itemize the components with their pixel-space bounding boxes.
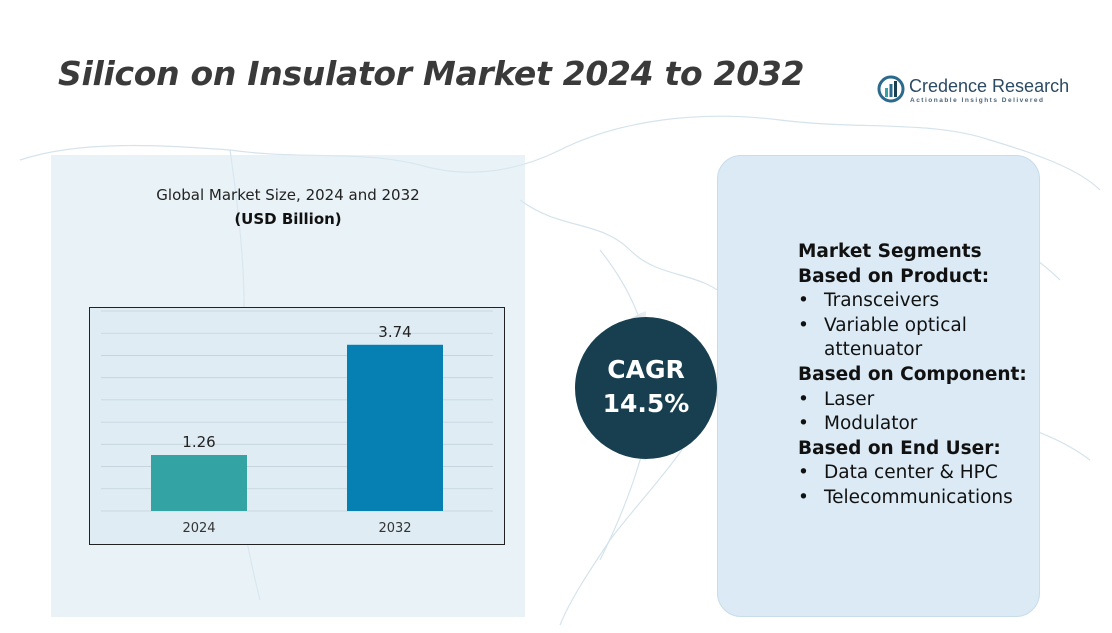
list-item: • Laser [798,388,1098,413]
bar-chart: 1.26 3.74 2024 2032 [89,307,505,545]
bars [151,344,443,511]
x-tick-label: 2024 [182,521,215,536]
cagr-value: 14.5% [602,389,690,418]
segment-item: Modulator [824,413,918,435]
cagr-badge: CAGR 14.5% [575,317,717,459]
segment-item: Telecommunications [824,486,1013,508]
segment-group-title: Based on Component: [798,363,1027,385]
segment-group-title: Based on Product: [798,265,990,287]
bullet-icon: • [798,290,809,312]
segments-heading: Market Segments [798,241,982,262]
data-label: 3.74 [378,323,411,341]
segment-list: • Laser • Modulator [798,388,1098,437]
segment-item: Transceivers [824,290,940,312]
segments-panel [717,155,1040,617]
chart-unit-label: (USD Billion) [234,210,342,228]
data-label: 1.26 [182,433,215,451]
segment-item: Variable optical attenuator [824,314,967,361]
bar-2032 [347,344,443,511]
bar-2024 [151,455,247,511]
x-tick-label: 2032 [378,521,411,536]
page-title: Silicon on Insulator Market 2024 to 2032 [58,54,805,93]
logo-mark-icon [877,75,905,103]
market-segments: Market Segments Based on Product: • Trans… [798,240,1098,511]
bullet-icon: • [798,388,809,410]
company-logo: Credence Research Actionable Insights De… [877,75,1070,107]
bullet-icon: • [798,413,809,435]
list-item: • Telecommunications [798,486,1098,511]
segment-item: Data center & HPC [824,462,998,484]
segment-list: • Transceivers • Variable optical attenuat… [798,289,1098,363]
list-item: • Data center & HPC [798,461,1098,486]
bullet-icon: • [798,462,809,484]
segment-list: • Data center & HPC • Telecommunications [798,461,1098,510]
bullet-icon: • [798,486,809,508]
logo-tagline: Actionable Insights Delivered [910,97,1045,104]
logo-name: Credence Research [909,76,1070,96]
x-tick-labels: 2024 2032 [182,521,411,536]
bullet-icon: • [798,314,809,336]
list-item: • Modulator [798,412,1098,437]
cagr-label: CAGR [607,355,685,384]
segment-item: Laser [824,388,875,410]
list-item: • Variable optical attenuator [798,314,1098,363]
chart-title: Global Market Size, 2024 and 2032 [156,186,420,204]
segment-group-title: Based on End User: [798,437,1001,459]
data-labels: 1.26 3.74 [182,323,411,451]
list-item: • Transceivers [798,289,1098,314]
